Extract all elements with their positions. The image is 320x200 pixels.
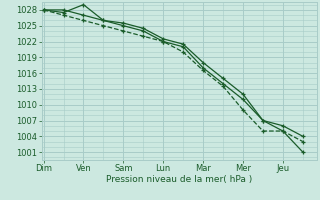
X-axis label: Pression niveau de la mer( hPa ): Pression niveau de la mer( hPa )	[106, 175, 252, 184]
